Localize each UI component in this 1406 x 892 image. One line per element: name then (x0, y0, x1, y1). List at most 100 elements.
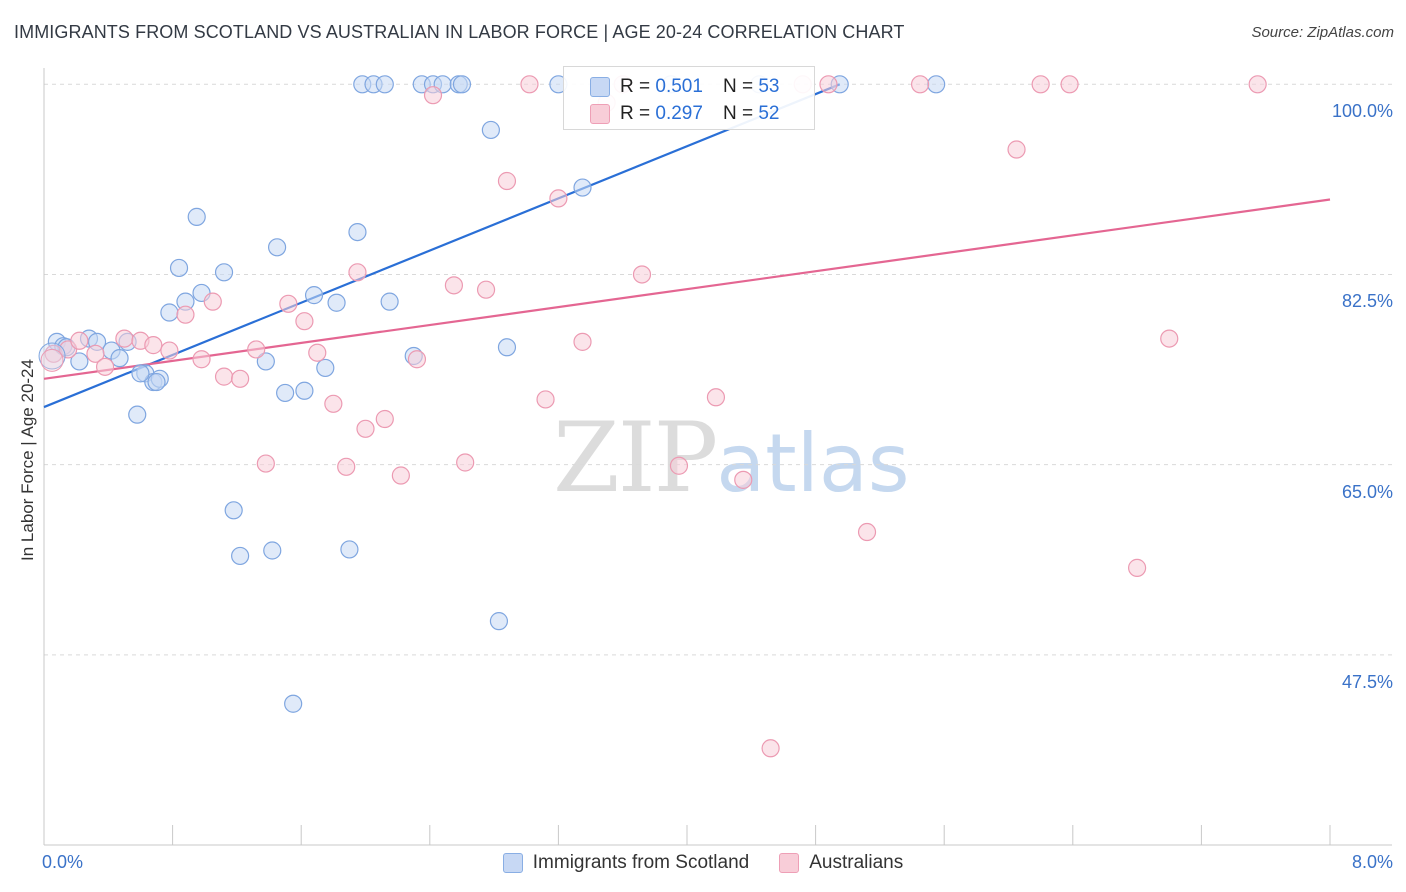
point-scotland (214, 263, 234, 282)
y-axis-label: In Labor Force | Age 20-24 (18, 359, 37, 561)
n-label: N = (722, 103, 754, 124)
scotland-swatch (590, 77, 610, 97)
trend-line-australians (43, 198, 1331, 380)
legend-label: Australians (809, 852, 904, 873)
point-australians (231, 369, 250, 388)
point-australians (1160, 329, 1179, 348)
point-australians (497, 171, 517, 191)
y-tick-label: 47.5% (1341, 671, 1393, 692)
point-australians (669, 456, 689, 475)
point-scotland (497, 338, 517, 357)
stats-row-scotland: R = 0.501 N = 53 (590, 74, 779, 100)
point-cluster-australians (40, 348, 64, 372)
r-value: 0.297 (655, 103, 703, 124)
point-australians (375, 409, 394, 429)
point-scotland (348, 222, 367, 242)
point-australians (573, 332, 592, 351)
n-label: N = (722, 76, 754, 97)
australians-swatch (590, 104, 610, 124)
source-label: Source: ZipAtlas.com (1251, 24, 1394, 41)
point-scotland (340, 540, 359, 559)
axes (43, 68, 1392, 846)
point-australians (407, 350, 427, 369)
point-australians (203, 292, 222, 311)
point-australians (295, 312, 314, 331)
point-scotland (131, 364, 150, 383)
point-australians (279, 294, 298, 313)
point-australians (444, 276, 464, 295)
point-scotland (380, 292, 399, 311)
point-scotland (276, 383, 295, 403)
point-scotland (489, 612, 509, 631)
point-australians (734, 470, 753, 489)
point-scotland (304, 286, 324, 305)
y-tick-label: 65.0% (1341, 481, 1393, 502)
stats-legend: R = 0.501 N = 53 R = 0.297 N = 52 (563, 66, 815, 130)
y-tick-label: 100.0% (1331, 101, 1393, 122)
point-australians (160, 341, 179, 360)
point-scotland (256, 352, 275, 371)
point-australians (761, 739, 780, 758)
y-tick-label: 82.5% (1341, 291, 1393, 312)
point-australians (1248, 75, 1267, 94)
point-australians (214, 367, 234, 386)
legend-item-scotland[interactable]: Immigrants from Scotland (502, 852, 750, 874)
point-australians (549, 189, 568, 208)
x-tick-label: 8.0% (1351, 852, 1393, 872)
point-australians (520, 75, 539, 94)
point-australians (456, 453, 475, 472)
point-australians (256, 454, 275, 473)
point-scotland (70, 352, 89, 371)
bottom-legend: Immigrants from Scotland Australians (0, 852, 1406, 874)
point-scotland (284, 694, 303, 713)
point-scotland (316, 358, 335, 378)
legend-swatch-blue (502, 853, 523, 873)
legend-label: Immigrants from Scotland (532, 852, 750, 873)
point-australians (536, 390, 555, 409)
point-scotland (224, 501, 243, 520)
legend-item-australians[interactable]: Australians (779, 852, 903, 874)
point-scotland (187, 207, 206, 226)
point-scotland (160, 303, 179, 322)
r-label: R = (620, 103, 651, 124)
point-australians (1031, 75, 1050, 94)
x-tick-label: 0.0% (42, 852, 84, 872)
point-scotland (267, 238, 287, 257)
stats-row-australians: R = 0.297 N = 52 (590, 101, 779, 127)
trend-line-scotland (43, 83, 841, 409)
point-australians (1007, 140, 1026, 159)
point-scotland (573, 178, 592, 197)
point-australians (324, 394, 343, 413)
point-australians (348, 263, 367, 282)
point-scotland (263, 541, 282, 560)
point-scotland (375, 75, 394, 94)
r-label: R = (620, 76, 651, 97)
watermark-atlas: atlas (716, 417, 910, 510)
point-australians (857, 522, 877, 542)
point-scotland (147, 372, 166, 392)
data-points (38, 75, 1267, 758)
point-scotland (295, 381, 314, 400)
point-australians (86, 344, 105, 363)
r-value: 0.501 (655, 76, 703, 97)
point-scotland (128, 405, 147, 424)
point-australians (1127, 558, 1147, 577)
point-australians (247, 340, 266, 359)
point-scotland (327, 293, 346, 312)
point-cluster-scotland (38, 342, 66, 370)
point-australians (144, 336, 163, 355)
point-australians (176, 305, 195, 324)
point-australians (910, 75, 930, 94)
point-australians (95, 357, 115, 376)
point-scotland (927, 75, 946, 94)
point-scotland (231, 546, 250, 566)
point-scotland (169, 258, 189, 278)
point-australians (706, 388, 726, 407)
point-australians (70, 331, 89, 350)
point-australians (632, 265, 652, 284)
point-australians (115, 329, 134, 348)
point-australians (337, 457, 356, 476)
n-value: 53 (758, 76, 780, 97)
point-australians (423, 86, 443, 105)
